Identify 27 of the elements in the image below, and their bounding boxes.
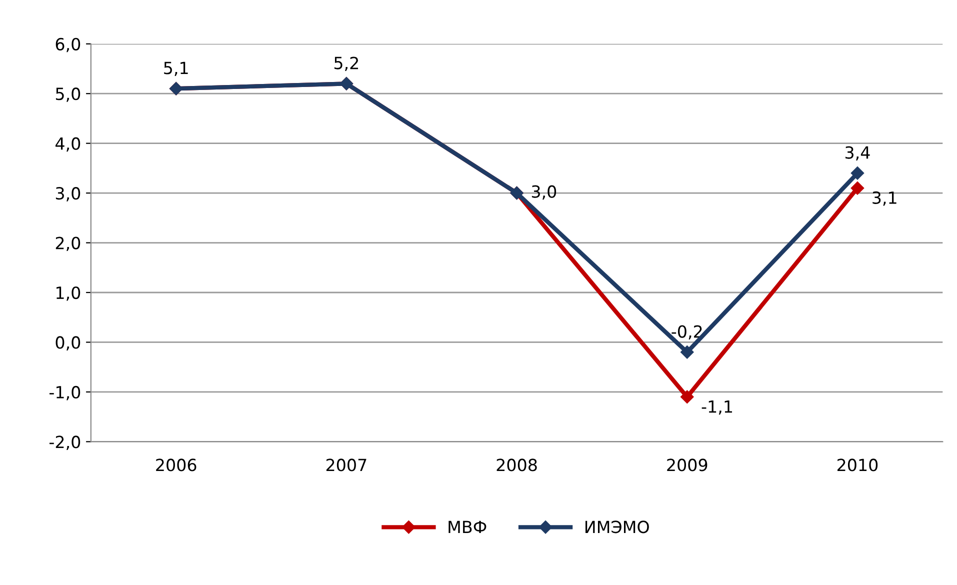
x-tick-label: 2007 — [326, 458, 366, 472]
point — [680, 390, 694, 404]
data-label: 3,4 — [845, 146, 870, 161]
y-tick-label: 3,0 — [56, 187, 80, 202]
y-tick-label: 6,0 — [56, 38, 80, 52]
x-tick-label: 2008 — [496, 458, 537, 472]
y-tick-label: 4,0 — [56, 137, 80, 152]
data-label: -0,2 — [672, 325, 702, 340]
x-tick-label: 2006 — [156, 458, 196, 472]
x-tick-label: 2009 — [667, 458, 708, 472]
y-tick-label: 2,0 — [56, 236, 80, 252]
y-tick-label: 0,0 — [56, 336, 80, 350]
y-tick-label: -1,0 — [49, 386, 80, 400]
data-label: 5,2 — [334, 56, 358, 72]
data-label: 5,1 — [164, 62, 188, 76]
data-label: 3,0 — [532, 185, 556, 200]
data-label: 3,1 — [872, 191, 896, 206]
point — [850, 166, 864, 180]
y-tick-label: -2,0 — [49, 436, 80, 450]
data-label: -1,1 — [702, 400, 732, 415]
legend-label: ИМЭМО — [586, 520, 649, 534]
legend-label: МВФ — [448, 520, 486, 533]
x-tick-label: 2010 — [837, 458, 878, 472]
y-tick-label: 5,0 — [56, 88, 80, 102]
point — [850, 181, 864, 195]
y-tick-label: 1,0 — [56, 286, 80, 301]
point — [680, 346, 694, 359]
